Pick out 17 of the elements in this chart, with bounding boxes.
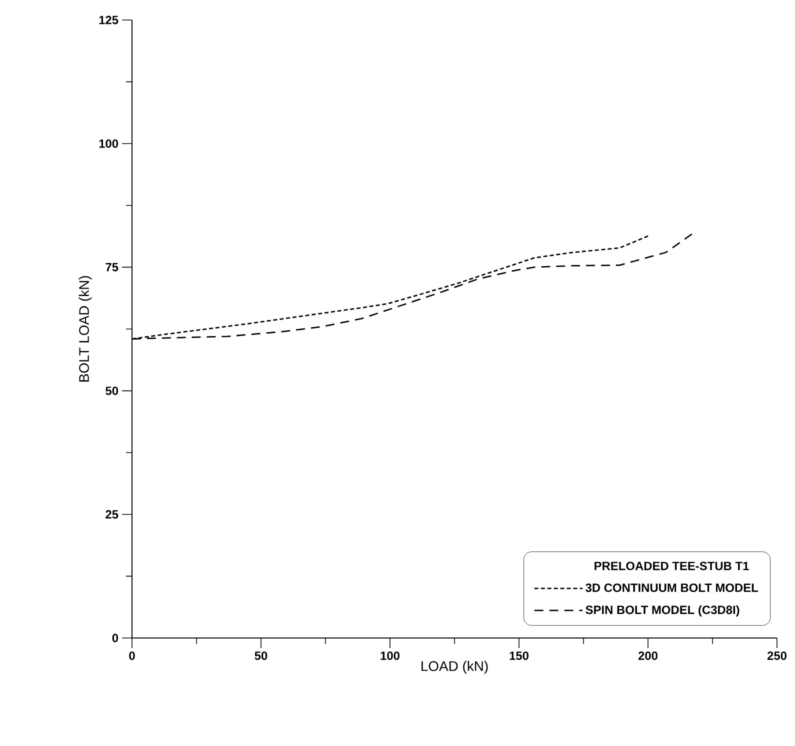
- legend-title: PRELOADED TEE-STUB T1: [594, 562, 749, 570]
- y-tick-label: 125: [99, 16, 118, 24]
- x-axis-title: LOAD (kN): [422, 660, 488, 674]
- legend-label: 3D CONTINUUM BOLT MODEL: [586, 584, 758, 592]
- y-tick-label: 50: [106, 386, 118, 396]
- y-tick-label: 25: [106, 510, 118, 519]
- y-tick-label: 0: [112, 634, 118, 642]
- x-tick-label: 100: [380, 651, 400, 660]
- x-tick-label: 0: [129, 651, 135, 660]
- y-tick-label: 75: [106, 263, 118, 272]
- legend-label: SPIN BOLT MODEL (C3D8I): [586, 605, 740, 616]
- x-tick-label: 250: [767, 651, 786, 660]
- x-tick-label: 150: [510, 651, 528, 660]
- y-axis-title: BOLT LOAD (kN): [78, 276, 92, 382]
- x-tick-label: 200: [638, 651, 658, 660]
- x-tick-label: 50: [254, 651, 268, 660]
- y-tick-label: 100: [99, 139, 118, 148]
